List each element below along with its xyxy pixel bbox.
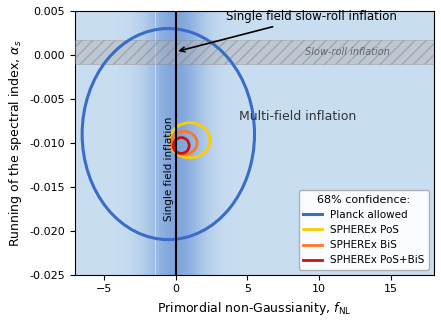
Y-axis label: Running of the spectral index, $\alpha_s$: Running of the spectral index, $\alpha_s…: [7, 39, 24, 247]
Text: Slow-roll inflation: Slow-roll inflation: [306, 47, 390, 57]
Text: Single field inflation: Single field inflation: [164, 117, 174, 221]
Bar: [75, 40, 434, 64]
X-axis label: Primordial non-Gaussianity, $f_{\mathrm{NL}}$: Primordial non-Gaussianity, $f_{\mathrm{…: [157, 300, 352, 317]
Legend: Planck allowed, SPHEREx PoS, SPHEREx BiS, SPHEREx PoS+BiS: Planck allowed, SPHEREx PoS, SPHEREx BiS…: [299, 191, 429, 270]
Text: Single field slow-roll inflation: Single field slow-roll inflation: [180, 10, 396, 52]
Text: Multi-field inflation: Multi-field inflation: [239, 110, 356, 123]
